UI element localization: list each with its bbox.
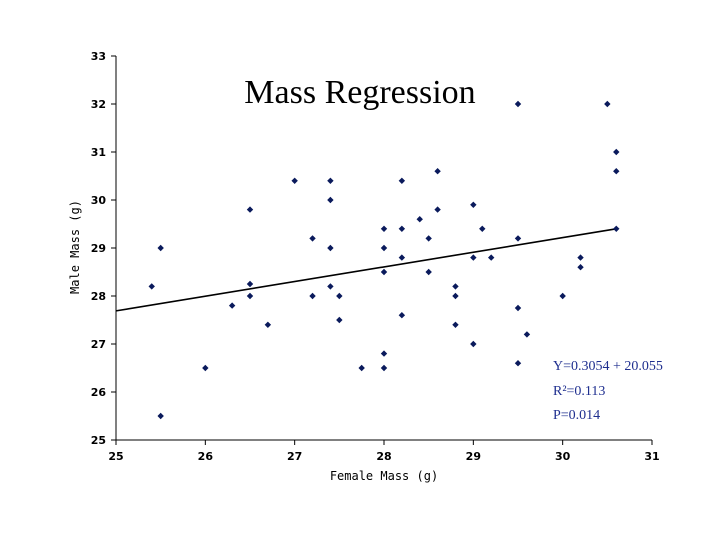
points-layer <box>148 100 620 420</box>
data-point <box>327 177 334 184</box>
data-point <box>523 331 531 338</box>
y-tick-label: 31 <box>91 146 106 159</box>
data-point <box>157 244 164 252</box>
y-tick-label: 33 <box>91 50 106 63</box>
data-point <box>425 235 432 242</box>
chart-title: Mass Regression <box>244 74 475 111</box>
data-point <box>514 360 522 367</box>
x-tick-label: 29 <box>466 450 481 463</box>
x-tick-label: 30 <box>555 450 571 463</box>
data-point <box>246 280 254 288</box>
data-point <box>380 268 388 276</box>
data-point <box>380 244 388 252</box>
y-tick-label: 29 <box>91 242 106 255</box>
data-point <box>157 412 164 420</box>
data-point <box>202 364 209 372</box>
y-tick-label: 30 <box>91 194 107 207</box>
data-point <box>514 235 522 242</box>
data-point <box>452 292 459 300</box>
data-point <box>470 201 477 208</box>
trendline-layer <box>115 227 617 312</box>
data-point <box>470 340 477 348</box>
data-point <box>309 292 316 300</box>
data-point <box>380 364 388 372</box>
data-point <box>488 254 495 261</box>
data-point <box>398 254 406 261</box>
tick-labels: 25 26 27 28 29 30 31 25 26 27 28 29 30 31 32 33 <box>91 50 660 463</box>
data-point <box>425 268 432 276</box>
data-point <box>291 177 298 184</box>
data-point <box>358 364 365 372</box>
regression-equation: Y=0.3054 + 20.055 <box>553 359 663 374</box>
data-point <box>452 283 459 290</box>
data-point <box>604 100 611 108</box>
data-point <box>613 168 620 175</box>
axes-layer <box>111 55 653 445</box>
data-point <box>559 292 566 300</box>
data-point <box>514 100 522 108</box>
data-point <box>434 168 441 175</box>
data-point <box>434 206 441 213</box>
data-point <box>470 254 477 261</box>
data-point <box>416 216 423 223</box>
x-tick-label: 31 <box>644 450 659 463</box>
data-point <box>336 292 343 300</box>
data-point <box>452 321 459 328</box>
x-tick-label: 26 <box>198 450 214 463</box>
data-point <box>327 244 334 252</box>
r-squared-value: R²=0.113 <box>553 384 605 399</box>
data-point <box>398 177 406 184</box>
data-point <box>228 302 236 309</box>
data-point <box>577 254 584 261</box>
data-point <box>309 235 316 242</box>
data-point <box>148 283 155 290</box>
y-tick-label: 26 <box>91 386 107 399</box>
y-axis-label: Male Mass (g) <box>68 200 82 294</box>
data-point <box>613 148 620 156</box>
data-point <box>336 316 343 324</box>
y-tick-label: 27 <box>91 338 106 351</box>
data-point <box>613 225 620 232</box>
data-point <box>246 206 254 213</box>
x-tick-label: 27 <box>287 450 302 463</box>
data-point <box>327 196 334 204</box>
data-point <box>380 350 388 357</box>
regression-line <box>115 227 617 312</box>
x-axis-label: Female Mass (g) <box>330 469 438 483</box>
data-point <box>398 312 406 319</box>
y-tick-label: 28 <box>91 290 106 303</box>
data-point <box>514 304 522 312</box>
x-tick-label: 25 <box>108 450 123 463</box>
data-point <box>380 225 388 232</box>
p-value: P=0.014 <box>553 408 600 423</box>
data-point <box>246 292 254 300</box>
data-point <box>327 283 334 290</box>
x-tick-label: 28 <box>376 450 391 463</box>
data-point <box>479 225 486 232</box>
y-tick-label: 25 <box>91 434 106 447</box>
data-point <box>577 264 584 271</box>
data-point <box>264 321 272 328</box>
y-tick-label: 32 <box>91 98 106 111</box>
data-point <box>398 225 406 232</box>
